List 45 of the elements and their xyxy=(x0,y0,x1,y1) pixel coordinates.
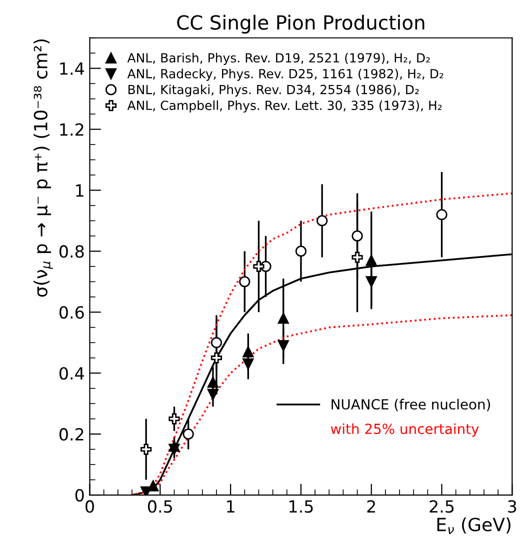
point xyxy=(352,230,363,242)
point xyxy=(352,252,363,263)
point xyxy=(316,215,328,226)
chart-title: CC Single Pion Production xyxy=(177,14,424,34)
x-tick-label: 1 xyxy=(227,500,234,513)
point xyxy=(242,346,254,358)
y-tick-label: 1.2 xyxy=(60,123,84,136)
x-tick-label: 0.5 xyxy=(148,500,172,513)
point xyxy=(253,260,264,272)
point xyxy=(182,428,194,440)
x-tick-label: 2 xyxy=(367,500,375,513)
point xyxy=(242,358,254,370)
point xyxy=(210,352,222,364)
text: with 25% uncertainty xyxy=(330,423,479,437)
legend-label: ANL, Campbell, Phys. Rev. Lett. 30, 335 (1973), H₂ xyxy=(127,100,442,113)
point xyxy=(140,444,152,455)
y-tick-label: 0.8 xyxy=(59,245,84,258)
point xyxy=(168,413,180,424)
point xyxy=(207,388,219,400)
point xyxy=(207,376,219,388)
y-tick-label: 1 xyxy=(76,184,84,197)
x-tick-label: 2.5 xyxy=(430,500,454,513)
x-tick-label: 3 xyxy=(508,500,516,513)
legend-label: BNL, Kitagaki, Phys. Rev. D34, 2554 (1986), D₂ xyxy=(128,84,419,97)
point xyxy=(278,340,289,352)
x-axis-title: E$_{ν}$ (GeV) xyxy=(437,517,510,534)
y-axis-title: σ(ν$_{μ}$ p → μ⁻ p π⁺) (10⁻³⁸ cm²) xyxy=(34,39,53,297)
legend-label: NUANCE (free nucleon) xyxy=(332,398,490,412)
y-tick-label: 1.4 xyxy=(60,62,84,75)
y-tick-label: 0.2 xyxy=(59,428,84,441)
point xyxy=(278,312,289,324)
y-tick-label: 0.4 xyxy=(59,367,84,380)
point xyxy=(366,276,377,288)
point xyxy=(436,209,448,220)
x-tick-label: 1.5 xyxy=(290,500,313,513)
point xyxy=(210,337,222,348)
x-tick-label: 0 xyxy=(86,500,94,513)
legend-label: ANL, Barish, Phys. Rev. D19, 2521 (1979), H₂, D₂ xyxy=(127,52,430,65)
y-tick-label: 0 xyxy=(75,488,84,502)
point xyxy=(239,276,250,288)
legend-label: ANL, Radecky, Phys. Rev. D25, 1161 (1982), H₂, D₂ xyxy=(127,68,444,81)
point xyxy=(366,254,377,266)
point xyxy=(295,246,307,257)
y-tick-label: 0.6 xyxy=(59,306,84,319)
point xyxy=(168,444,180,455)
